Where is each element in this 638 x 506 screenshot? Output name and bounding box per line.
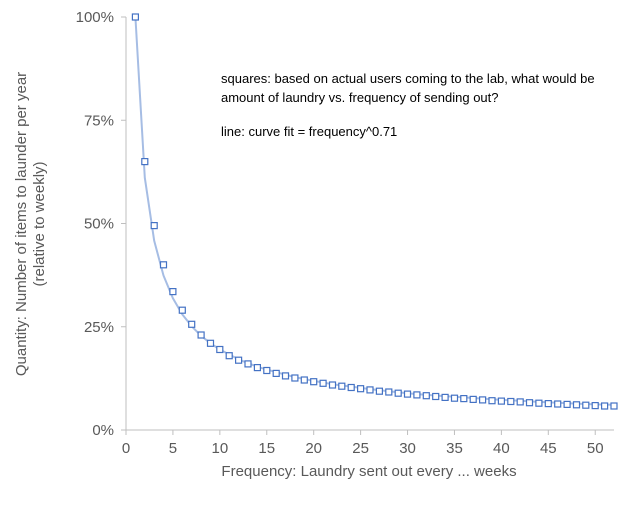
x-tick-label: 0 <box>122 440 130 457</box>
data-point-square <box>178 306 186 314</box>
data-point-square <box>469 395 477 403</box>
data-point-square <box>600 402 609 410</box>
y-axis-title-line-2: (relative to weekly) <box>31 161 48 286</box>
data-point-square <box>610 402 618 410</box>
data-point-square <box>591 402 599 410</box>
y-tick-label: 100% <box>76 9 114 26</box>
data-point-square <box>563 400 571 408</box>
y-tick-label: 75% <box>84 112 114 129</box>
x-tick-label: 30 <box>399 440 416 457</box>
data-point-square <box>525 399 534 407</box>
data-point-square <box>281 372 290 380</box>
x-tick-label: 50 <box>587 440 604 457</box>
x-tick-label: 45 <box>540 440 557 457</box>
data-point-square <box>206 339 215 347</box>
data-point-square <box>516 398 524 406</box>
data-point-square <box>366 386 374 394</box>
data-point-square <box>291 374 299 382</box>
data-point-square <box>554 400 562 408</box>
data-point-square <box>159 261 168 269</box>
data-point-square <box>385 388 393 396</box>
data-point-square <box>460 395 468 403</box>
data-markers-layer <box>131 13 618 410</box>
x-tick-label: 40 <box>493 440 510 457</box>
x-tick-label: 15 <box>258 440 275 457</box>
data-point-square <box>479 396 487 404</box>
data-point-square <box>544 400 552 408</box>
data-point-square <box>188 320 196 328</box>
annotation-line-1: squares: based on actual users coming to… <box>221 71 595 86</box>
y-tick-label: 50% <box>84 216 114 233</box>
data-point-square <box>403 390 412 398</box>
data-point-square <box>572 401 581 409</box>
data-point-square <box>310 378 318 386</box>
data-point-square <box>216 345 224 354</box>
data-point-square <box>432 392 440 401</box>
y-tick-label: 0% <box>92 422 114 439</box>
data-point-square <box>150 222 158 230</box>
data-point-square <box>357 385 365 393</box>
y-axis-title-line-1: Quantity: Number of items to launder per… <box>13 72 30 376</box>
data-point-square <box>582 401 590 409</box>
data-point-square <box>375 387 383 395</box>
y-tick-label: 25% <box>84 319 114 336</box>
annotation-line-2: amount of laundry vs. frequency of sendi… <box>221 90 499 105</box>
text-layer: squares: based on actual users coming to… <box>13 9 604 480</box>
x-tick-label: 5 <box>169 440 177 457</box>
data-point-square <box>235 356 243 364</box>
axes <box>121 16 614 435</box>
data-point-square <box>141 158 149 166</box>
data-point-square <box>488 397 496 405</box>
data-point-square <box>394 389 402 397</box>
data-point-square <box>319 379 327 387</box>
annotation-line-3: line: curve fit = frequency^0.71 <box>221 124 397 139</box>
data-point-square <box>244 360 252 368</box>
data-point-square <box>347 383 355 392</box>
x-axis-title: Frequency: Laundry sent out every ... we… <box>221 463 516 480</box>
data-point-square <box>441 393 449 401</box>
data-point-square <box>413 391 421 399</box>
x-tick-label: 20 <box>305 440 322 457</box>
data-point-square <box>253 364 261 372</box>
x-tick-label: 35 <box>446 440 463 457</box>
data-point-square <box>497 397 505 405</box>
data-point-square <box>535 399 543 407</box>
data-point-square <box>263 366 271 375</box>
data-point-square <box>300 376 308 384</box>
data-point-square <box>169 288 177 296</box>
data-point-square <box>450 394 459 402</box>
data-point-square <box>338 382 346 390</box>
data-point-square <box>507 397 515 406</box>
data-point-square <box>272 369 280 377</box>
data-point-square <box>328 381 337 389</box>
x-tick-label: 10 <box>212 440 229 457</box>
data-point-square <box>197 331 205 339</box>
data-point-square <box>131 13 139 21</box>
data-point-square <box>225 352 233 360</box>
x-tick-label: 25 <box>352 440 369 457</box>
data-point-square <box>422 392 430 400</box>
